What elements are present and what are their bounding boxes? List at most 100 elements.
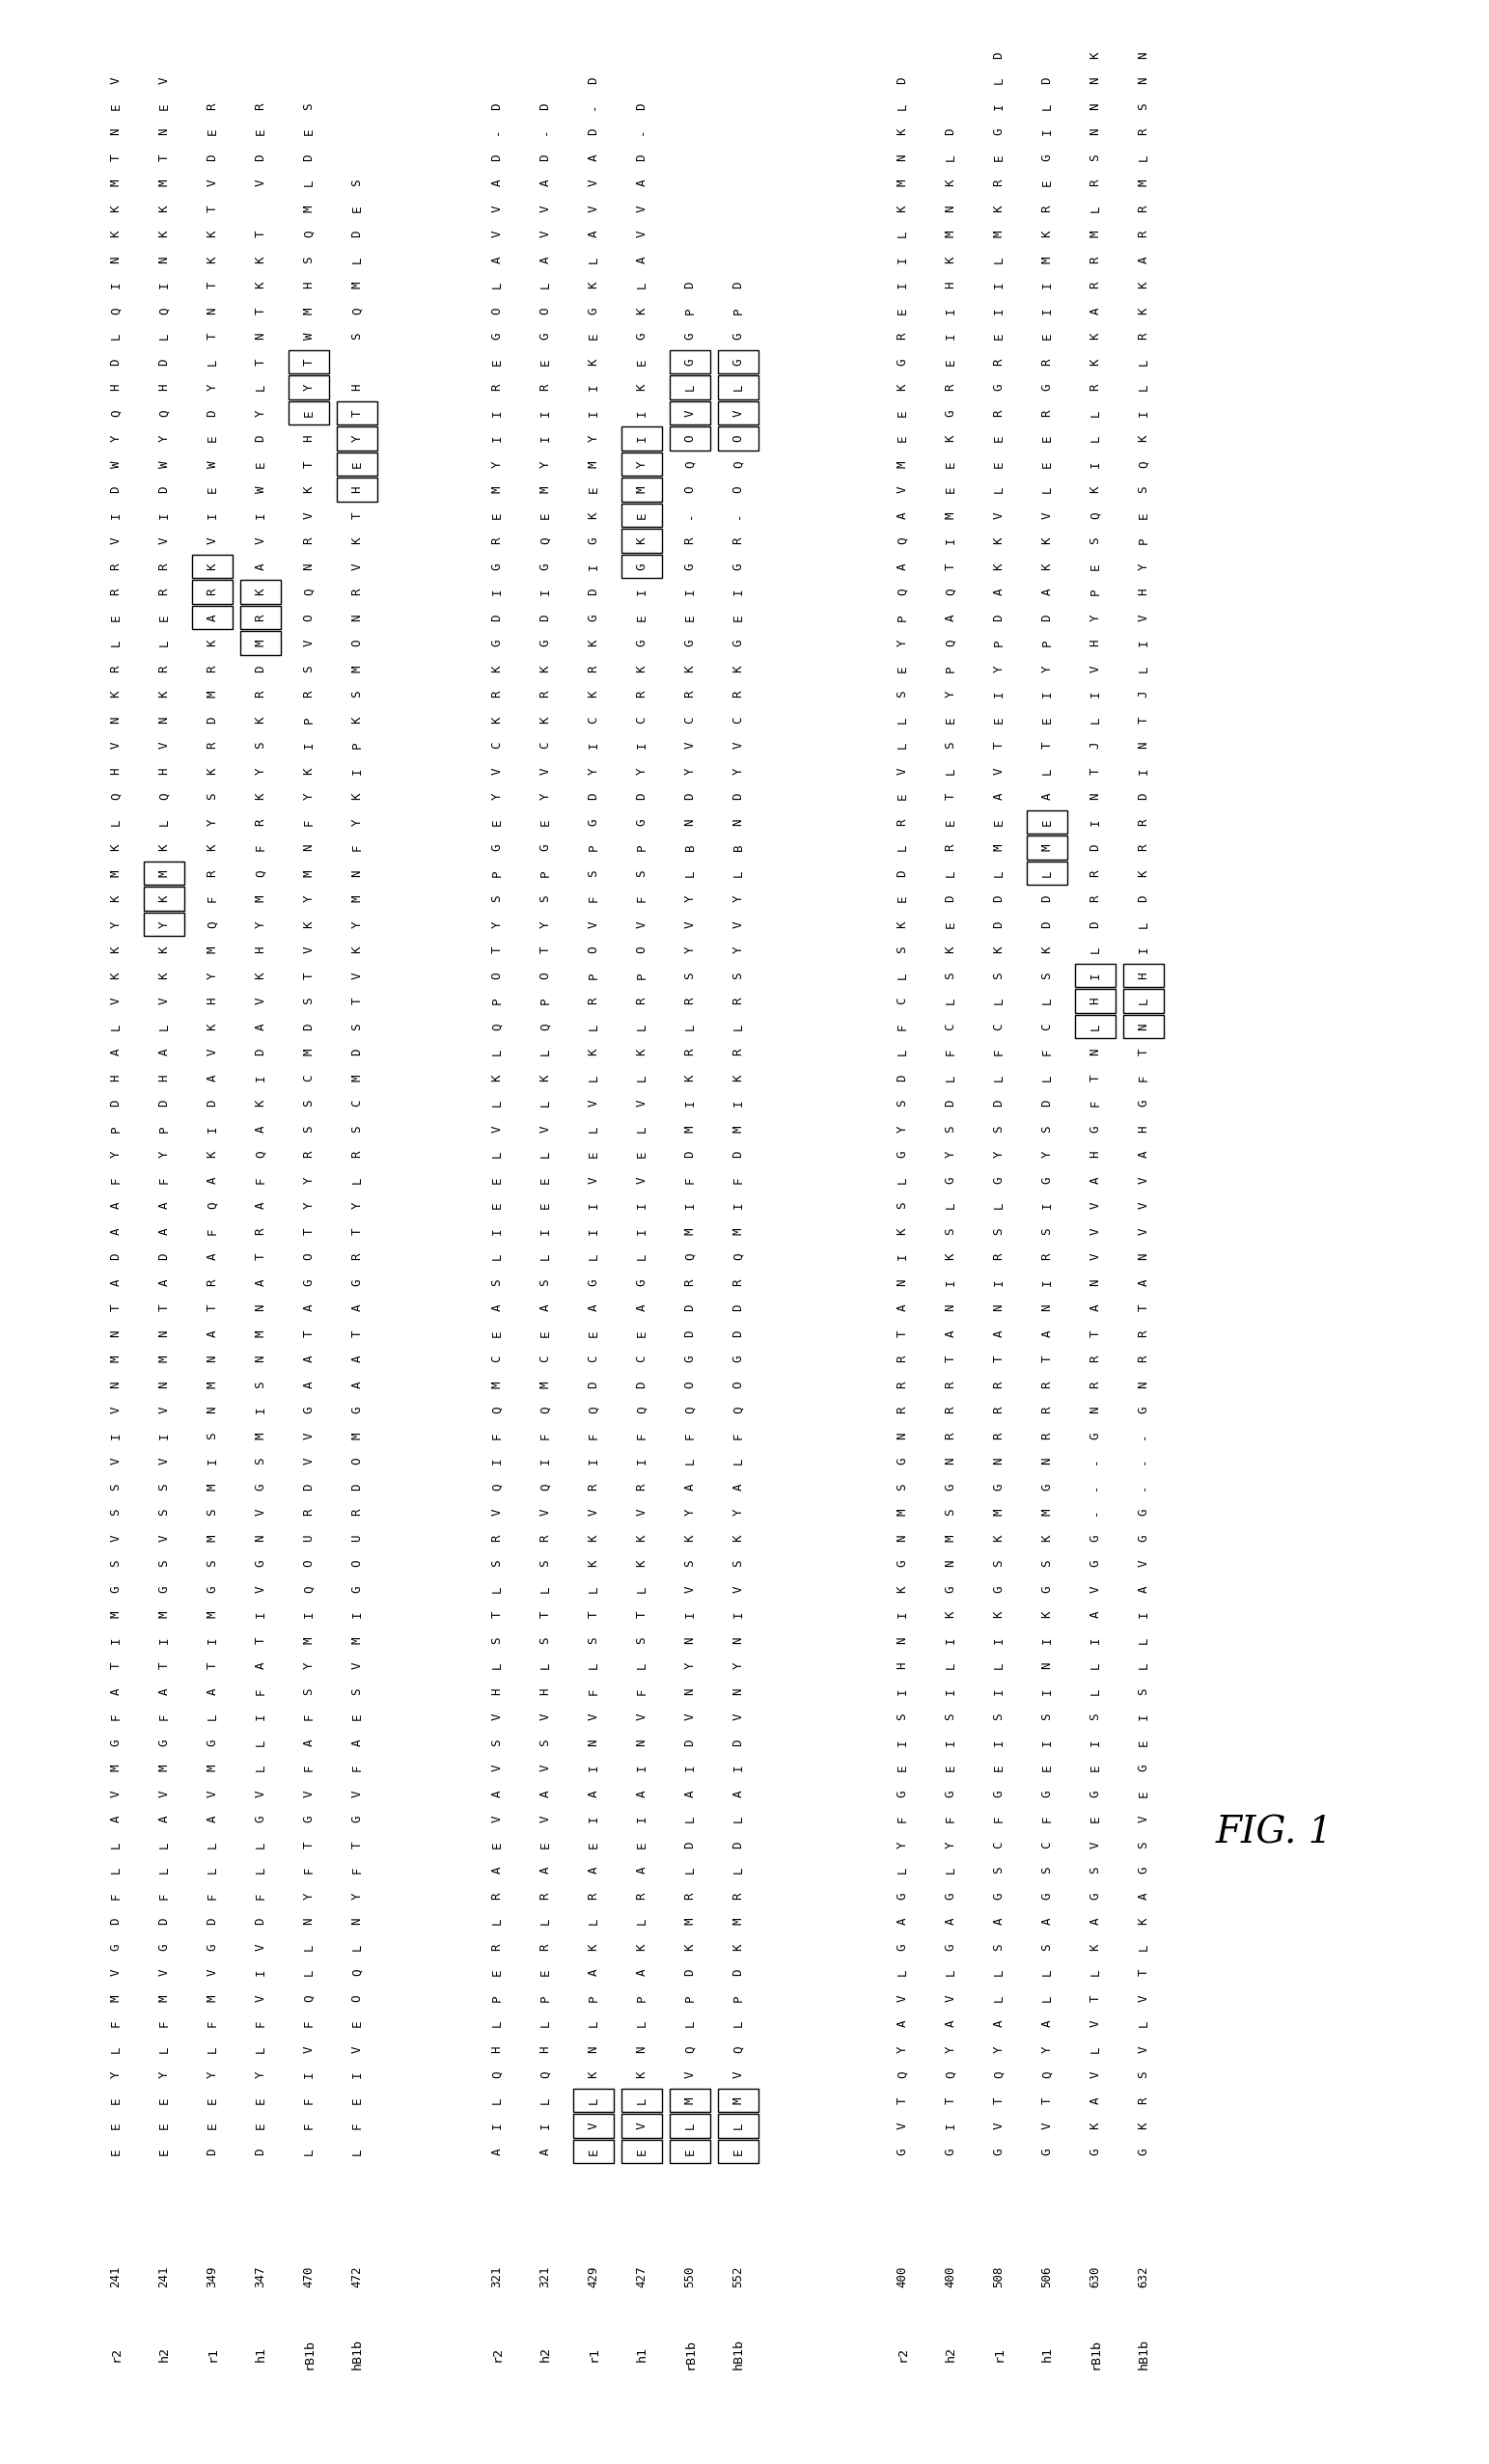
Text: N: N — [158, 717, 170, 724]
Text: F: F — [636, 1688, 648, 1695]
Text: G: G — [993, 1892, 1005, 1900]
Text: N: N — [1088, 1050, 1102, 1055]
Text: T: T — [896, 2097, 908, 2104]
Text: V: V — [255, 1944, 267, 1951]
Text: A: A — [158, 1279, 170, 1286]
Text: B: B — [683, 845, 697, 850]
Text: E: E — [1088, 1764, 1102, 1772]
Text: F: F — [255, 1688, 267, 1695]
Text: M: M — [993, 1508, 1005, 1515]
Text: V: V — [993, 2122, 1005, 2129]
Text: P: P — [896, 614, 908, 621]
Text: I: I — [1088, 1740, 1102, 1747]
Text: D: D — [683, 1740, 697, 1747]
Text: S: S — [1088, 153, 1102, 160]
Text: L: L — [491, 281, 503, 288]
Text: Q: Q — [110, 793, 122, 801]
Text: O: O — [636, 946, 648, 954]
Text: A: A — [491, 1868, 503, 1873]
Text: G: G — [896, 2149, 908, 2156]
Text: S: S — [351, 1126, 363, 1133]
Text: T: T — [302, 971, 316, 978]
Text: S: S — [491, 894, 503, 902]
Bar — [621, 2114, 663, 2139]
Text: F: F — [351, 1764, 363, 1772]
Text: P: P — [587, 1993, 600, 2001]
Text: M: M — [636, 485, 648, 493]
Text: R: R — [683, 690, 697, 697]
Text: L: L — [539, 1663, 551, 1668]
Text: M: M — [896, 180, 908, 187]
Text: V: V — [1138, 1202, 1150, 1210]
Text: L: L — [302, 1944, 316, 1951]
Text: F: F — [896, 1816, 908, 1823]
Text: A: A — [1138, 1892, 1150, 1900]
Text: E: E — [351, 205, 363, 212]
Text: K: K — [636, 665, 648, 673]
Text: K: K — [636, 2072, 648, 2077]
Text: V: V — [896, 766, 908, 774]
Text: P: P — [1138, 537, 1150, 545]
Text: C: C — [896, 998, 908, 1005]
Text: A: A — [205, 1688, 219, 1695]
Text: D: D — [587, 793, 600, 801]
Text: K: K — [1088, 1944, 1102, 1951]
Text: F: F — [205, 1227, 219, 1234]
Text: D: D — [1041, 922, 1053, 929]
Text: S: S — [302, 103, 316, 111]
Text: L: L — [993, 76, 1005, 84]
Text: N: N — [255, 1535, 267, 1542]
Text: r1: r1 — [205, 2346, 219, 2361]
Text: I: I — [1138, 409, 1150, 416]
Text: L: L — [255, 1868, 267, 1873]
Text: P: P — [944, 665, 957, 673]
Text: S: S — [351, 333, 363, 340]
Text: L: L — [491, 1584, 503, 1592]
Text: A: A — [1041, 2020, 1053, 2028]
Text: V: V — [896, 485, 908, 493]
Text: A: A — [491, 180, 503, 187]
Bar — [192, 554, 232, 579]
Text: G: G — [944, 1789, 957, 1796]
Text: M: M — [993, 845, 1005, 850]
Text: K: K — [1138, 870, 1150, 877]
Text: R: R — [351, 1254, 363, 1259]
Text: R: R — [683, 1279, 697, 1286]
Text: Q: Q — [539, 1407, 551, 1414]
Text: N: N — [1088, 793, 1102, 801]
Text: G: G — [205, 1944, 219, 1951]
Text: V: V — [1088, 1227, 1102, 1234]
Text: L: L — [205, 1712, 219, 1720]
Text: R: R — [636, 1483, 648, 1491]
Text: I: I — [351, 2072, 363, 2077]
Text: E: E — [1041, 434, 1053, 441]
Text: Y: Y — [733, 766, 744, 774]
Text: E: E — [1138, 1740, 1150, 1747]
Text: A: A — [110, 1816, 122, 1823]
Text: h2: h2 — [158, 2346, 170, 2361]
Text: C: C — [587, 1355, 600, 1363]
Text: R: R — [255, 614, 267, 621]
Text: V: V — [205, 180, 219, 187]
Text: r2: r2 — [110, 2346, 122, 2361]
Text: S: S — [158, 1483, 170, 1491]
Text: G: G — [993, 1483, 1005, 1491]
Text: G: G — [110, 1740, 122, 1747]
Text: F: F — [1041, 1050, 1053, 1055]
Text: R: R — [110, 589, 122, 596]
Text: N: N — [683, 818, 697, 825]
Text: M: M — [683, 1126, 697, 1133]
Text: A: A — [1138, 1279, 1150, 1286]
Text: T: T — [539, 1611, 551, 1619]
Text: Q: Q — [733, 461, 744, 468]
Text: C: C — [944, 1023, 957, 1030]
Text: A: A — [1088, 308, 1102, 315]
Text: P: P — [683, 1993, 697, 2001]
Text: L: L — [636, 1254, 648, 1259]
Text: D: D — [539, 614, 551, 621]
Text: T: T — [587, 1611, 600, 1619]
Text: K: K — [158, 205, 170, 212]
Text: I: I — [896, 256, 908, 264]
Text: I: I — [587, 562, 600, 569]
Text: Y: Y — [993, 665, 1005, 673]
